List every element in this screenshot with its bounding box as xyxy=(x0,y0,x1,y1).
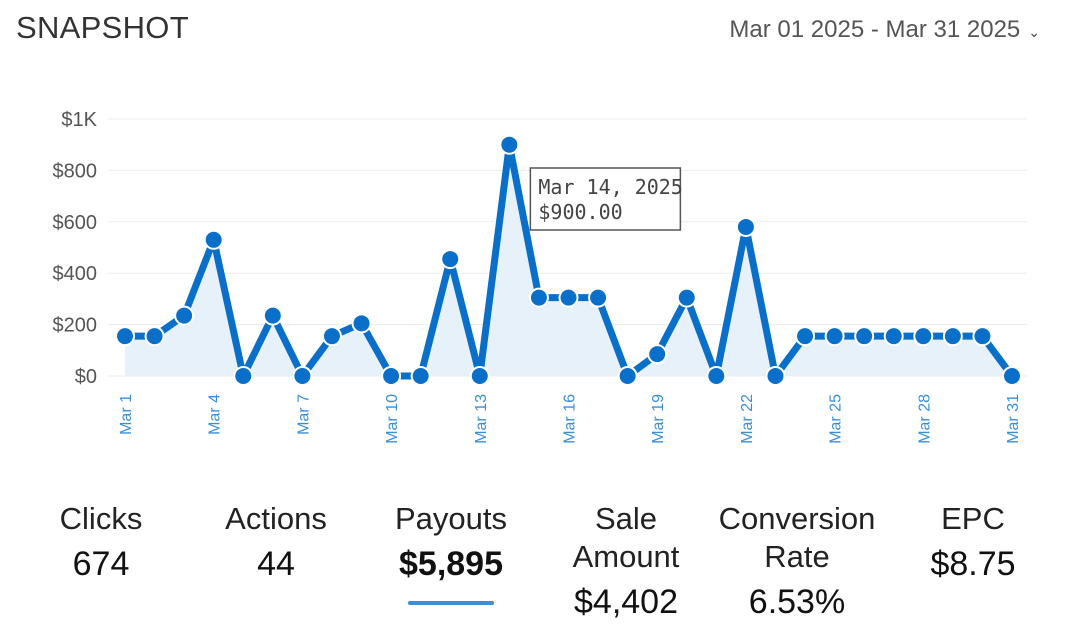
series-area xyxy=(125,144,1012,376)
data-point xyxy=(913,326,934,347)
data-point xyxy=(499,134,520,155)
metric-conversion-rate[interactable]: Conversion Rate 6.53% xyxy=(712,500,882,625)
data-point xyxy=(440,249,461,270)
y-tick-label: $600 xyxy=(53,212,98,234)
data-point xyxy=(824,326,845,347)
data-point xyxy=(942,326,963,347)
metric-label: EPC xyxy=(941,501,1005,536)
tooltip-date: Mar 14, 2025 xyxy=(538,175,683,199)
page-title: SNAPSHOT xyxy=(16,10,189,45)
data-point xyxy=(469,366,490,386)
data-point xyxy=(854,326,875,347)
data-point xyxy=(558,287,579,308)
metric-value: 6.53% xyxy=(748,583,846,621)
data-point xyxy=(262,305,283,326)
metric-value: 674 xyxy=(72,545,130,583)
data-point xyxy=(115,326,135,347)
tooltip-value: $900.00 xyxy=(538,200,622,224)
data-point xyxy=(647,344,668,365)
metric-epc[interactable]: EPC $8.75 xyxy=(888,500,1058,587)
metric-label: Payouts xyxy=(394,501,507,536)
metric-value: 44 xyxy=(257,545,295,583)
metric-payouts[interactable]: Payouts $5,895 xyxy=(366,500,536,605)
data-point xyxy=(1002,366,1022,386)
data-point xyxy=(972,326,993,347)
payouts-chart: $0 $200 $400 $600 $800 $1K Mar 1 Mar 4 Mar 7 Mar … xyxy=(53,109,1027,444)
data-point xyxy=(321,326,342,347)
data-point xyxy=(174,305,195,326)
y-tick-label: $1K xyxy=(61,109,97,131)
metric-label: Clicks xyxy=(59,501,143,536)
data-point xyxy=(144,326,165,347)
data-point xyxy=(351,313,372,334)
data-point xyxy=(617,366,638,386)
y-tick-label: $800 xyxy=(53,160,98,182)
data-point xyxy=(410,366,431,386)
data-point xyxy=(528,287,549,308)
y-tick-label: $200 xyxy=(53,315,98,337)
y-tick-label: $0 xyxy=(75,366,97,388)
x-tick-label: Mar 22 xyxy=(739,394,756,444)
metric-label: Actions xyxy=(225,501,327,536)
metric-sale-amount[interactable]: Sale Amount $4,402 xyxy=(541,500,711,625)
data-point xyxy=(765,366,786,386)
metric-value: $8.75 xyxy=(930,545,1016,583)
metric-label: Sale Amount xyxy=(572,501,680,574)
y-tick-label: $400 xyxy=(53,263,98,285)
metric-clicks[interactable]: Clicks 674 xyxy=(16,500,186,587)
data-point xyxy=(676,287,697,308)
metric-value: $4,402 xyxy=(574,583,678,621)
data-point xyxy=(795,326,816,347)
x-tick-label: Mar 7 xyxy=(295,394,312,435)
data-point xyxy=(735,216,756,237)
tooltip-box xyxy=(529,167,682,231)
metric-label: Conversion Rate xyxy=(718,501,876,574)
chevron-down-icon: ⌄ xyxy=(1028,23,1040,40)
x-tick-label: Mar 28 xyxy=(916,394,933,444)
x-tick-label: Mar 31 xyxy=(1005,394,1022,444)
data-point xyxy=(203,229,224,250)
x-tick-label: Mar 13 xyxy=(473,394,490,444)
data-point xyxy=(883,326,904,347)
date-range-dropdown[interactable]: Mar 01 2025 - Mar 31 2025 ⌄ xyxy=(729,16,1040,44)
data-point xyxy=(233,366,254,386)
x-tick-label: Mar 25 xyxy=(828,394,845,444)
data-point xyxy=(381,366,402,386)
date-range-label: Mar 01 2025 - Mar 31 2025 xyxy=(729,16,1021,43)
metric-value: $5,895 xyxy=(399,545,503,583)
x-tick-label: Mar 10 xyxy=(384,394,401,444)
x-tick-label: Mar 4 xyxy=(207,394,224,435)
data-point xyxy=(588,287,609,308)
data-point xyxy=(706,366,727,386)
x-tick-label: Mar 1 xyxy=(118,394,135,435)
metrics-row: Clicks 674 Actions 44 Payouts $5,895 Sal… xyxy=(16,500,1056,643)
data-point xyxy=(292,366,313,386)
metric-actions[interactable]: Actions 44 xyxy=(191,500,361,587)
x-tick-label: Mar 19 xyxy=(650,394,667,444)
x-tick-label: Mar 16 xyxy=(562,394,579,444)
active-metric-indicator xyxy=(408,601,494,605)
